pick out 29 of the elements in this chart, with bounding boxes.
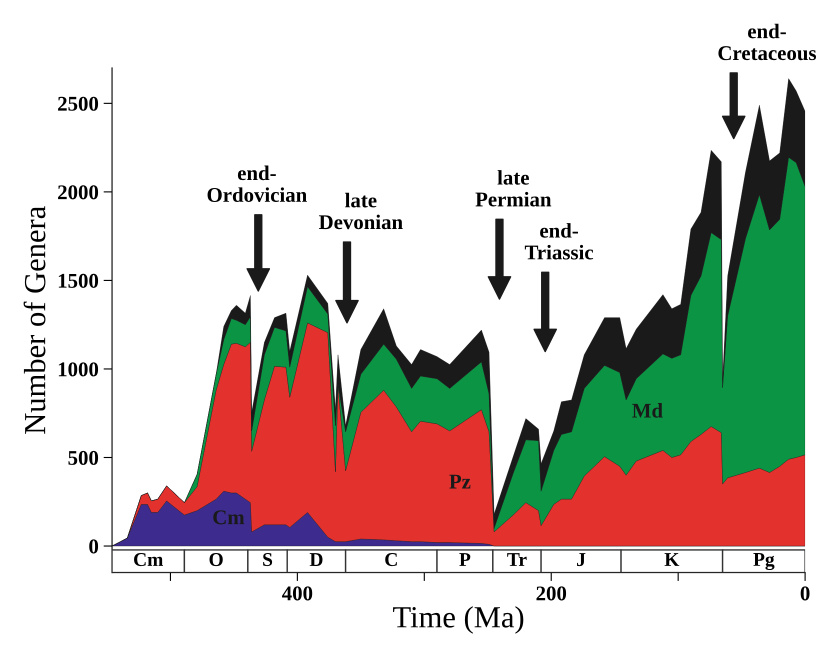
series-label: Cm [213, 510, 244, 524]
y-tick-label: 1000 [58, 362, 98, 376]
x-tick-label: 400 [282, 586, 312, 600]
annotation: end- Ordovician [208, 166, 307, 202]
y-tick-label: 2000 [58, 185, 98, 200]
band-label: O [210, 553, 223, 566]
series-label: Pz [449, 474, 470, 488]
annotation: late Devonian [318, 192, 403, 230]
series-label: Md [632, 403, 663, 418]
annotation: end- Triassic [524, 223, 594, 260]
band-label: C [385, 553, 397, 566]
band-label: Cm [134, 553, 164, 566]
band-label: K [664, 553, 680, 566]
x-tick-label: 200 [536, 586, 566, 600]
y-axis-title: Number of Genera [24, 206, 46, 434]
x-tick-label: 0 [800, 586, 810, 600]
y-tick-label: 500 [68, 450, 98, 465]
band-label: S [263, 553, 272, 566]
band-label: D [310, 553, 322, 566]
band-label: Pg [753, 553, 774, 570]
text: end- Cretaceous [718, 24, 816, 60]
y-tick-label: 2500 [58, 96, 98, 111]
y-tick-label: 1500 [58, 274, 98, 288]
band-label: P [459, 553, 470, 566]
y-tick-label: 0 [89, 539, 98, 554]
x-axis-title: Time (Ma) [393, 606, 524, 634]
band-label: J [577, 553, 586, 566]
annotation: late Permian [476, 170, 552, 207]
band-label: Tr [507, 553, 527, 566]
